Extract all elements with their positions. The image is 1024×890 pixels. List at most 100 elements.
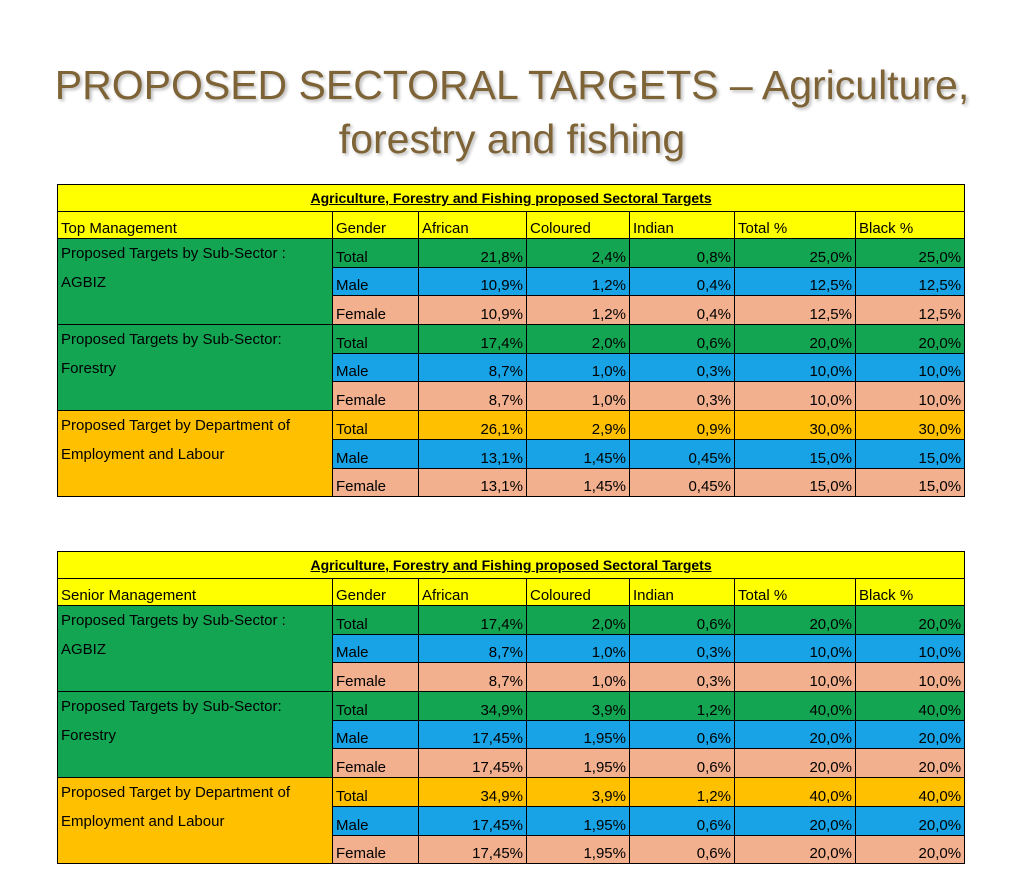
coloured-cell: 2,0% bbox=[526, 324, 630, 354]
coloured-cell: 1,2% bbox=[526, 266, 630, 297]
total-cell: 15,0% bbox=[734, 438, 856, 469]
table-caption-row: Agriculture, Forestry and Fishing propos… bbox=[56, 551, 966, 579]
indian-cell: 1,2% bbox=[629, 691, 735, 721]
black-cell: 10,0% bbox=[854, 662, 966, 693]
coloured-cell: 1,0% bbox=[526, 662, 630, 693]
black-cell: 20,0% bbox=[854, 748, 966, 779]
total-cell: 20,0% bbox=[734, 324, 856, 354]
table-row: Male 13,1% 1,45% 0,45% 15,0% 15,0% bbox=[58, 438, 966, 469]
black-cell: 20,0% bbox=[854, 834, 966, 865]
coloured-cell: 2,9% bbox=[526, 410, 630, 440]
column-header-gender: Gender bbox=[332, 578, 419, 606]
gender-cell: Male bbox=[332, 805, 419, 836]
total-cell: 12,5% bbox=[734, 266, 856, 297]
african-cell: 17,45% bbox=[418, 834, 527, 865]
gender-cell: Male bbox=[332, 633, 419, 664]
header-row: Senior Management Gender African Coloured In… bbox=[57, 578, 966, 606]
gender-cell: Total bbox=[332, 324, 419, 354]
indian-cell: 0,6% bbox=[629, 805, 735, 836]
black-cell: 25,0% bbox=[854, 238, 966, 268]
table-row: Proposed Target by Department of Employm… bbox=[57, 777, 966, 865]
gender-cell: Male bbox=[332, 266, 419, 297]
coloured-cell: 1,45% bbox=[526, 467, 630, 498]
african-cell: 10,9% bbox=[418, 295, 527, 326]
indian-cell: 0,4% bbox=[629, 266, 735, 297]
column-header-coloured: Coloured bbox=[526, 211, 630, 239]
table-row: Male 17,45% 1,95% 0,6% 20,0% 20,0% bbox=[58, 719, 966, 750]
management-level-header: Top Management bbox=[57, 211, 333, 239]
table-row: Female 17,45% 1,95% 0,6% 20,0% 20,0% bbox=[58, 834, 966, 865]
table-row: Proposed Targets by Sub-Sector : AGBIZ To… bbox=[57, 237, 966, 326]
table-caption: Agriculture, Forestry and Fishing propos… bbox=[56, 184, 966, 212]
table-row: Male 10,9% 1,2% 0,4% 12,5% 12,5% bbox=[58, 266, 966, 297]
gender-cell: Male bbox=[332, 352, 419, 383]
indian-cell: 0,6% bbox=[629, 719, 735, 750]
african-cell: 17,45% bbox=[418, 805, 527, 836]
table-row: Female 8,7% 1,0% 0,3% 10,0% 10,0% bbox=[58, 381, 966, 412]
total-cell: 20,0% bbox=[734, 805, 856, 836]
african-cell: 8,7% bbox=[418, 352, 527, 383]
table-row: Female 13,1% 1,45% 0,45% 15,0% 15,0% bbox=[58, 467, 966, 498]
african-cell: 21,8% bbox=[418, 238, 527, 268]
coloured-cell: 3,9% bbox=[526, 777, 630, 807]
title-line-2: forestry and fishing bbox=[338, 116, 686, 162]
african-cell: 10,9% bbox=[418, 266, 527, 297]
african-cell: 17,4% bbox=[418, 605, 527, 635]
black-cell: 30,0% bbox=[854, 410, 966, 440]
total-cell: 15,0% bbox=[734, 467, 856, 498]
sub-sector-label: Proposed Targets by Sub-Sector : AGBIZ bbox=[57, 237, 333, 326]
sub-sector-label: Proposed Targets by Sub-Sector : AGBIZ bbox=[57, 604, 333, 693]
table-caption-row: Agriculture, Forestry and Fishing propos… bbox=[56, 184, 966, 212]
black-cell: 40,0% bbox=[854, 777, 966, 807]
gender-cell: Female bbox=[332, 748, 419, 779]
indian-cell: 0,4% bbox=[629, 295, 735, 326]
coloured-cell: 1,0% bbox=[526, 633, 630, 664]
african-cell: 13,1% bbox=[418, 438, 527, 469]
gender-cell: Female bbox=[332, 834, 419, 865]
gender-cell: Total bbox=[332, 410, 419, 440]
header-row: Top Management Gender African Coloured India… bbox=[57, 211, 966, 239]
total-cell: 40,0% bbox=[734, 691, 856, 721]
african-cell: 8,7% bbox=[418, 662, 527, 693]
column-header-coloured: Coloured bbox=[526, 578, 630, 606]
total-cell: 20,0% bbox=[734, 834, 856, 865]
black-cell: 20,0% bbox=[854, 324, 966, 354]
total-cell: 10,0% bbox=[734, 381, 856, 412]
black-cell: 15,0% bbox=[854, 438, 966, 469]
african-cell: 8,7% bbox=[418, 633, 527, 664]
sub-sector-label: Proposed Target by Department of Employm… bbox=[57, 410, 333, 498]
black-cell: 12,5% bbox=[854, 295, 966, 326]
total-cell: 30,0% bbox=[734, 410, 856, 440]
indian-cell: 0,6% bbox=[629, 324, 735, 354]
slide-title: PROPOSED SECTORAL TARGETS – Agriculture,… bbox=[0, 58, 1024, 166]
african-cell: 26,1% bbox=[418, 410, 527, 440]
black-cell: 20,0% bbox=[854, 805, 966, 836]
total-cell: 10,0% bbox=[734, 633, 856, 664]
management-level-header: Senior Management bbox=[57, 578, 333, 606]
gender-cell: Male bbox=[332, 719, 419, 750]
table-row: Male 17,45% 1,95% 0,6% 20,0% 20,0% bbox=[58, 805, 966, 836]
coloured-cell: 1,45% bbox=[526, 438, 630, 469]
sub-sector-label: Proposed Target by Department of Employm… bbox=[57, 777, 333, 865]
coloured-cell: 2,4% bbox=[526, 238, 630, 268]
indian-cell: 0,9% bbox=[629, 410, 735, 440]
table-row: Male 8,7% 1,0% 0,3% 10,0% 10,0% bbox=[58, 633, 966, 664]
total-cell: 40,0% bbox=[734, 777, 856, 807]
indian-cell: 0,6% bbox=[629, 748, 735, 779]
indian-cell: 0,45% bbox=[629, 467, 735, 498]
indian-cell: 0,3% bbox=[629, 352, 735, 383]
african-cell: 13,1% bbox=[418, 467, 527, 498]
total-cell: 25,0% bbox=[734, 238, 856, 268]
coloured-cell: 1,2% bbox=[526, 295, 630, 326]
african-cell: 17,4% bbox=[418, 324, 527, 354]
gender-cell: Female bbox=[332, 467, 419, 498]
black-cell: 15,0% bbox=[854, 467, 966, 498]
indian-cell: 0,45% bbox=[629, 438, 735, 469]
column-header-total-percent: Total % bbox=[734, 211, 856, 239]
column-header-african: African bbox=[418, 211, 527, 239]
indian-cell: 0,3% bbox=[629, 633, 735, 664]
black-cell: 10,0% bbox=[854, 381, 966, 412]
senior-management-table: Agriculture, Forestry and Fishing propos… bbox=[56, 551, 966, 865]
gender-cell: Female bbox=[332, 381, 419, 412]
table-row: Proposed Targets by Sub-Sector: Forestry… bbox=[57, 324, 966, 412]
